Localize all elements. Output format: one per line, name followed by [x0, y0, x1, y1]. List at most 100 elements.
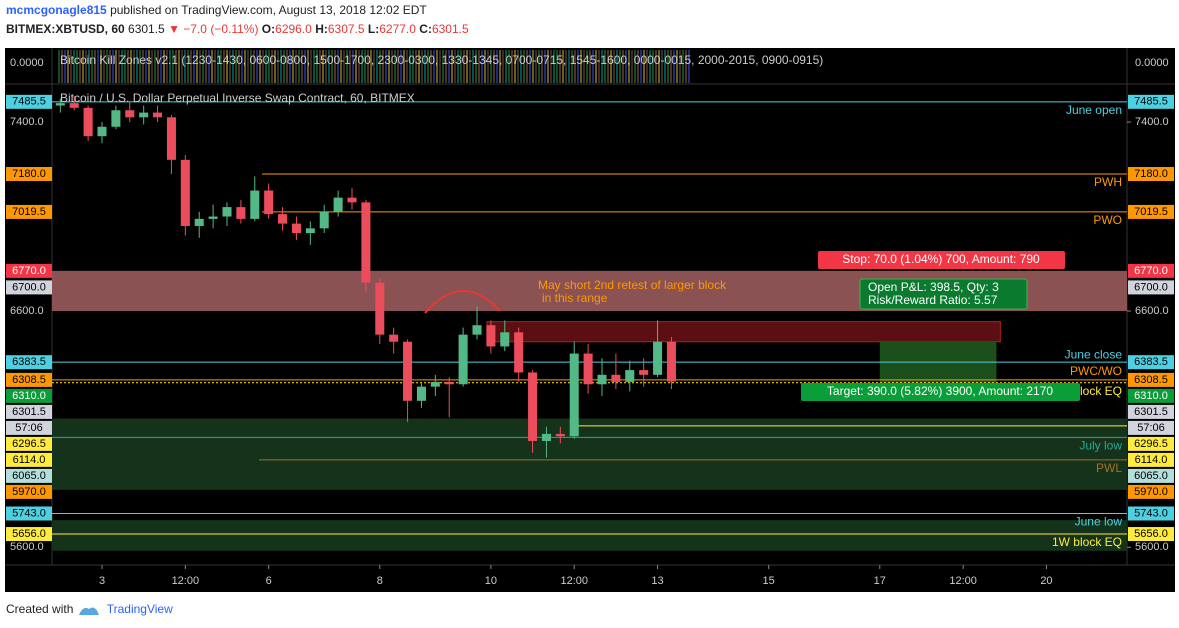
indicator-stripe — [409, 50, 411, 83]
candle-body — [55, 103, 65, 106]
x-tick-label: 12:00 — [560, 575, 588, 587]
brand[interactable]: TradingView — [106, 602, 173, 616]
indicator-stripe — [292, 50, 294, 83]
indicator-stripe — [76, 50, 78, 83]
indicator-stripe — [439, 50, 441, 83]
ohlc-label: C: — [419, 22, 432, 36]
indicator-stripe — [541, 50, 543, 83]
level-label: PWL — [1096, 461, 1122, 475]
indicator-stripe — [676, 50, 678, 83]
price-badge — [6, 527, 52, 542]
indicator-stripe — [502, 50, 504, 83]
candle-body — [653, 341, 663, 375]
indicator-stripe — [658, 50, 660, 83]
indicator-stripe — [619, 50, 621, 83]
indicator-stripe — [82, 50, 84, 83]
indicator-stripe — [319, 50, 321, 83]
candle-body — [472, 325, 482, 335]
indicator-stripe — [223, 50, 225, 83]
level-label: June open — [1066, 103, 1122, 117]
chart-title: Bitcoin / U.S. Dollar Perpetual Inverse … — [60, 91, 415, 105]
price-badge-label: 6065.0 — [12, 470, 46, 482]
indicator-stripe — [70, 50, 72, 83]
indicator-stripe — [229, 50, 231, 83]
indicator-stripe — [634, 50, 636, 83]
indicator-stripe — [262, 50, 264, 83]
indicator-stripe — [610, 50, 612, 83]
indicator-stripe — [337, 50, 339, 83]
indicator-stripe — [340, 50, 342, 83]
ohlc-label: H: — [315, 22, 328, 36]
price-badge-label: 6065.0 — [1134, 470, 1168, 482]
indicator-stripe — [175, 50, 177, 83]
indicator-stripe — [325, 50, 327, 83]
candle-body — [194, 218, 204, 226]
price-badge — [6, 263, 52, 278]
indicator-stripe — [559, 50, 561, 83]
level-label: June close — [1065, 347, 1123, 361]
indicator-stripe — [328, 50, 330, 83]
y-tick-label: 7400.0 — [1135, 116, 1169, 128]
indicator-stripe — [580, 50, 582, 83]
indicator-stripe — [556, 50, 558, 83]
indicator-stripe — [388, 50, 390, 83]
price-badge — [1128, 484, 1174, 499]
indicator-stripe — [466, 50, 468, 83]
user[interactable]: mcmcgonagle815 — [6, 3, 107, 17]
price-badge-label: 7180.0 — [1134, 168, 1168, 180]
indicator-stripe — [433, 50, 435, 83]
indicator-stripe — [127, 50, 129, 83]
indicator-stripe — [532, 50, 534, 83]
indicator-stripe — [484, 50, 486, 83]
indicator-stripe — [277, 50, 279, 83]
indicator-stripe — [109, 50, 111, 83]
x-tick-label: 12:00 — [949, 575, 977, 587]
indicator-stripe — [385, 50, 387, 83]
candle-body — [486, 325, 496, 347]
level-label: June low — [1075, 515, 1123, 529]
header-line: BITMEX:XBTUSD, 60 6301.5 ▼ −7.0 (−0.11%)… — [6, 22, 469, 36]
price-badge-label: 5970.0 — [12, 486, 46, 498]
indicator-stripe — [196, 50, 198, 83]
y-tick-label: 6600.0 — [10, 305, 44, 317]
price-badge-label: 6308.5 — [1134, 374, 1168, 386]
indicator-stripe — [235, 50, 237, 83]
indicator-stripe — [424, 50, 426, 83]
indicator-stripe — [67, 50, 69, 83]
price-badge-label: 6301.5 — [12, 406, 46, 418]
indicator-stripe — [625, 50, 627, 83]
indicator-stripe — [151, 50, 153, 83]
indicator-stripe — [259, 50, 261, 83]
indicator-stripe — [187, 50, 189, 83]
price-badge-label: 6770.0 — [12, 265, 46, 277]
indicator-stripe — [58, 50, 60, 83]
indicator-stripe — [184, 50, 186, 83]
indicator-stripe — [640, 50, 642, 83]
price-badge-label: 6308.5 — [12, 374, 46, 386]
price-badge — [1128, 420, 1174, 435]
price-badge — [6, 468, 52, 483]
indicator-stripe — [331, 50, 333, 83]
indicator-stripe — [253, 50, 255, 83]
indicator-stripe — [115, 50, 117, 83]
indicator-stripe — [133, 50, 135, 83]
indicator-stripe — [451, 50, 453, 83]
price-badge-label: 6770.0 — [1134, 265, 1168, 277]
indicator-stripe — [445, 50, 447, 83]
indicator-stripe — [646, 50, 648, 83]
indicator-stripe — [400, 50, 402, 83]
indicator-stripe — [391, 50, 393, 83]
indicator-stripe — [136, 50, 138, 83]
price-badge-label: 6383.5 — [1134, 356, 1168, 368]
indicator-stripe — [283, 50, 285, 83]
y-tick-label: 6600.0 — [1135, 305, 1169, 317]
indicator-stripe — [142, 50, 144, 83]
price-badge — [1128, 372, 1174, 387]
candle-body — [375, 282, 385, 335]
indicator-stripe — [547, 50, 549, 83]
indicator-stripe — [397, 50, 399, 83]
price-badge-label: 7485.5 — [12, 96, 46, 108]
zone — [486, 321, 1001, 343]
indicator-stripe — [286, 50, 288, 83]
indicator-stripe — [436, 50, 438, 83]
